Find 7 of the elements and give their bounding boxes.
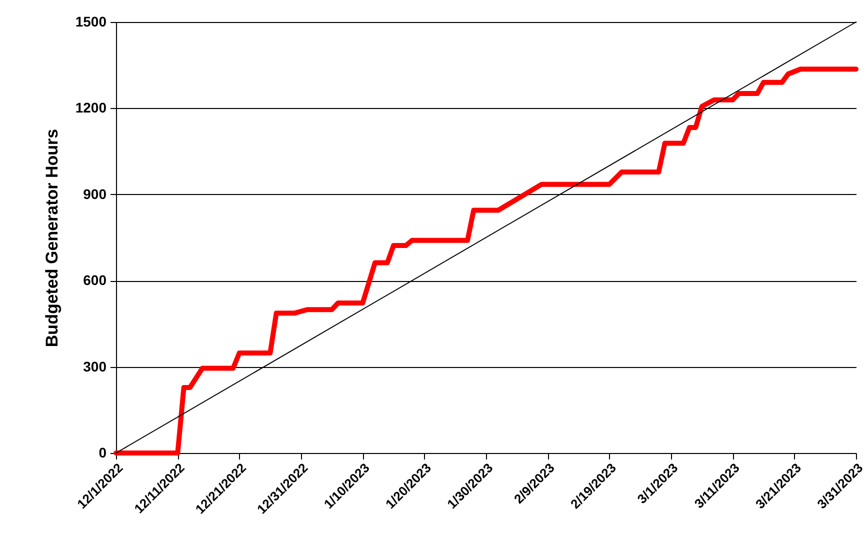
y-tick-label: 1500: [75, 14, 107, 30]
y-tick-label: 0: [98, 444, 107, 460]
y-tick-label: 900: [83, 186, 107, 202]
y-tick-label: 300: [83, 358, 107, 374]
y-tick-label: 1200: [75, 100, 107, 116]
y-tick-label: 600: [83, 272, 107, 288]
y-axis-title: Budgeted Generator Hours: [42, 128, 62, 348]
